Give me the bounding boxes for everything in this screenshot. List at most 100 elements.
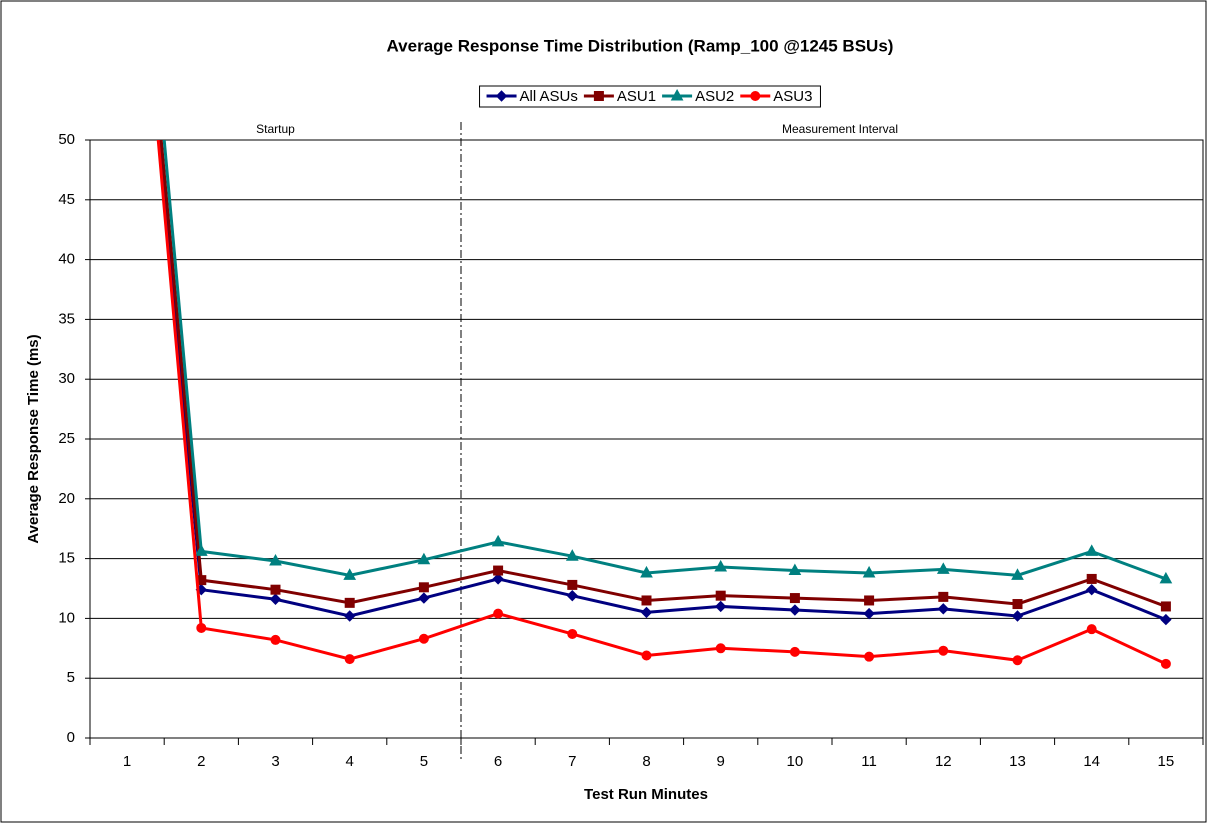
- marker: [418, 592, 430, 604]
- x-tick-label: 3: [271, 753, 279, 770]
- legend-label: ASU1: [617, 88, 656, 105]
- legend-box: [479, 85, 821, 108]
- marker: [1160, 613, 1172, 626]
- marker: [1011, 610, 1024, 622]
- marker: [196, 622, 207, 633]
- marker: [566, 589, 579, 602]
- marker: [343, 610, 356, 622]
- legend: All ASUs ASU1 ASU2 ASU3: [479, 85, 821, 108]
- x-axis-title: Test Run Minutes: [584, 786, 708, 803]
- y-tick-label: 30: [58, 370, 75, 387]
- x-tick-label: 9: [717, 753, 725, 770]
- marker: [343, 568, 357, 580]
- x-tick-label: 15: [1158, 753, 1175, 770]
- marker: [1085, 544, 1099, 556]
- y-tick-label: 25: [58, 430, 75, 447]
- y-tick-label: 40: [58, 251, 75, 268]
- marker: [640, 606, 653, 619]
- marker: [1012, 599, 1023, 610]
- marker: [937, 603, 950, 615]
- y-tick-label: 50: [58, 131, 75, 148]
- marker: [864, 595, 875, 606]
- y-tick-label: 45: [58, 191, 75, 208]
- marker: [567, 628, 578, 639]
- marker: [789, 646, 800, 657]
- marker: [270, 584, 281, 595]
- marker: [344, 597, 355, 608]
- x-tick-label: 13: [1009, 753, 1026, 770]
- x-tick-label: 11: [861, 753, 877, 770]
- marker: [788, 563, 802, 576]
- marker: [1086, 573, 1097, 584]
- marker: [715, 643, 726, 654]
- y-tick-label: 35: [58, 310, 75, 327]
- marker: [418, 633, 429, 644]
- marker: [789, 604, 801, 616]
- marker: [417, 552, 431, 565]
- marker: [1086, 624, 1097, 635]
- marker: [670, 88, 684, 101]
- y-axis-title: Average Response Time (ms): [25, 334, 42, 543]
- x-tick-label: 5: [420, 753, 428, 770]
- x-tick-label: 2: [197, 753, 205, 770]
- marker: [641, 595, 652, 606]
- marker: [495, 90, 508, 102]
- marker: [863, 607, 875, 620]
- marker: [1160, 658, 1171, 669]
- y-tick-label: 0: [67, 729, 75, 746]
- marker: [1160, 601, 1171, 612]
- marker: [194, 544, 208, 556]
- annotation: Startup: [256, 122, 295, 136]
- marker: [418, 582, 429, 593]
- marker: [269, 553, 282, 566]
- x-tick-label: 8: [642, 753, 650, 770]
- x-tick-label: 1: [123, 753, 131, 770]
- x-tick-label: 14: [1083, 753, 1100, 770]
- marker: [593, 91, 604, 101]
- y-tick-label: 15: [58, 550, 75, 567]
- y-tick-label: 10: [58, 609, 75, 626]
- marker: [714, 559, 728, 572]
- marker: [567, 579, 578, 590]
- marker: [492, 573, 504, 585]
- marker: [1011, 568, 1024, 580]
- y-tick-label: 20: [58, 490, 75, 507]
- marker: [714, 600, 727, 613]
- x-tick-label: 4: [346, 753, 354, 770]
- x-tick-label: 6: [494, 753, 502, 770]
- marker: [938, 591, 949, 602]
- marker: [750, 91, 761, 101]
- marker: [862, 565, 876, 578]
- marker: [938, 645, 949, 656]
- marker: [1085, 583, 1098, 596]
- marker: [864, 651, 875, 662]
- chart-title: Average Response Time Distribution (Ramp…: [387, 36, 894, 55]
- plot-border: [89, 139, 1204, 739]
- x-tick-label: 12: [935, 753, 952, 770]
- marker: [1012, 655, 1023, 666]
- x-tick-label: 7: [568, 753, 576, 770]
- marker: [491, 534, 505, 547]
- marker: [493, 565, 504, 576]
- legend-label: ASU3: [773, 88, 812, 105]
- marker: [1159, 571, 1173, 584]
- marker: [936, 562, 950, 574]
- marker: [789, 593, 800, 604]
- x-tick-label: 10: [787, 753, 804, 770]
- marker: [641, 650, 652, 661]
- marker: [270, 634, 281, 645]
- marker: [640, 565, 653, 578]
- legend-label: All ASUs: [520, 88, 578, 105]
- marker: [565, 549, 579, 561]
- marker: [493, 608, 504, 619]
- y-tick-label: 5: [67, 669, 75, 686]
- marker: [715, 590, 726, 601]
- marker: [344, 654, 355, 665]
- marker: [269, 593, 282, 605]
- plot-area: [156, 140, 1173, 669]
- legend-label: ASU2: [695, 88, 734, 105]
- annotation: Measurement Interval: [782, 122, 898, 136]
